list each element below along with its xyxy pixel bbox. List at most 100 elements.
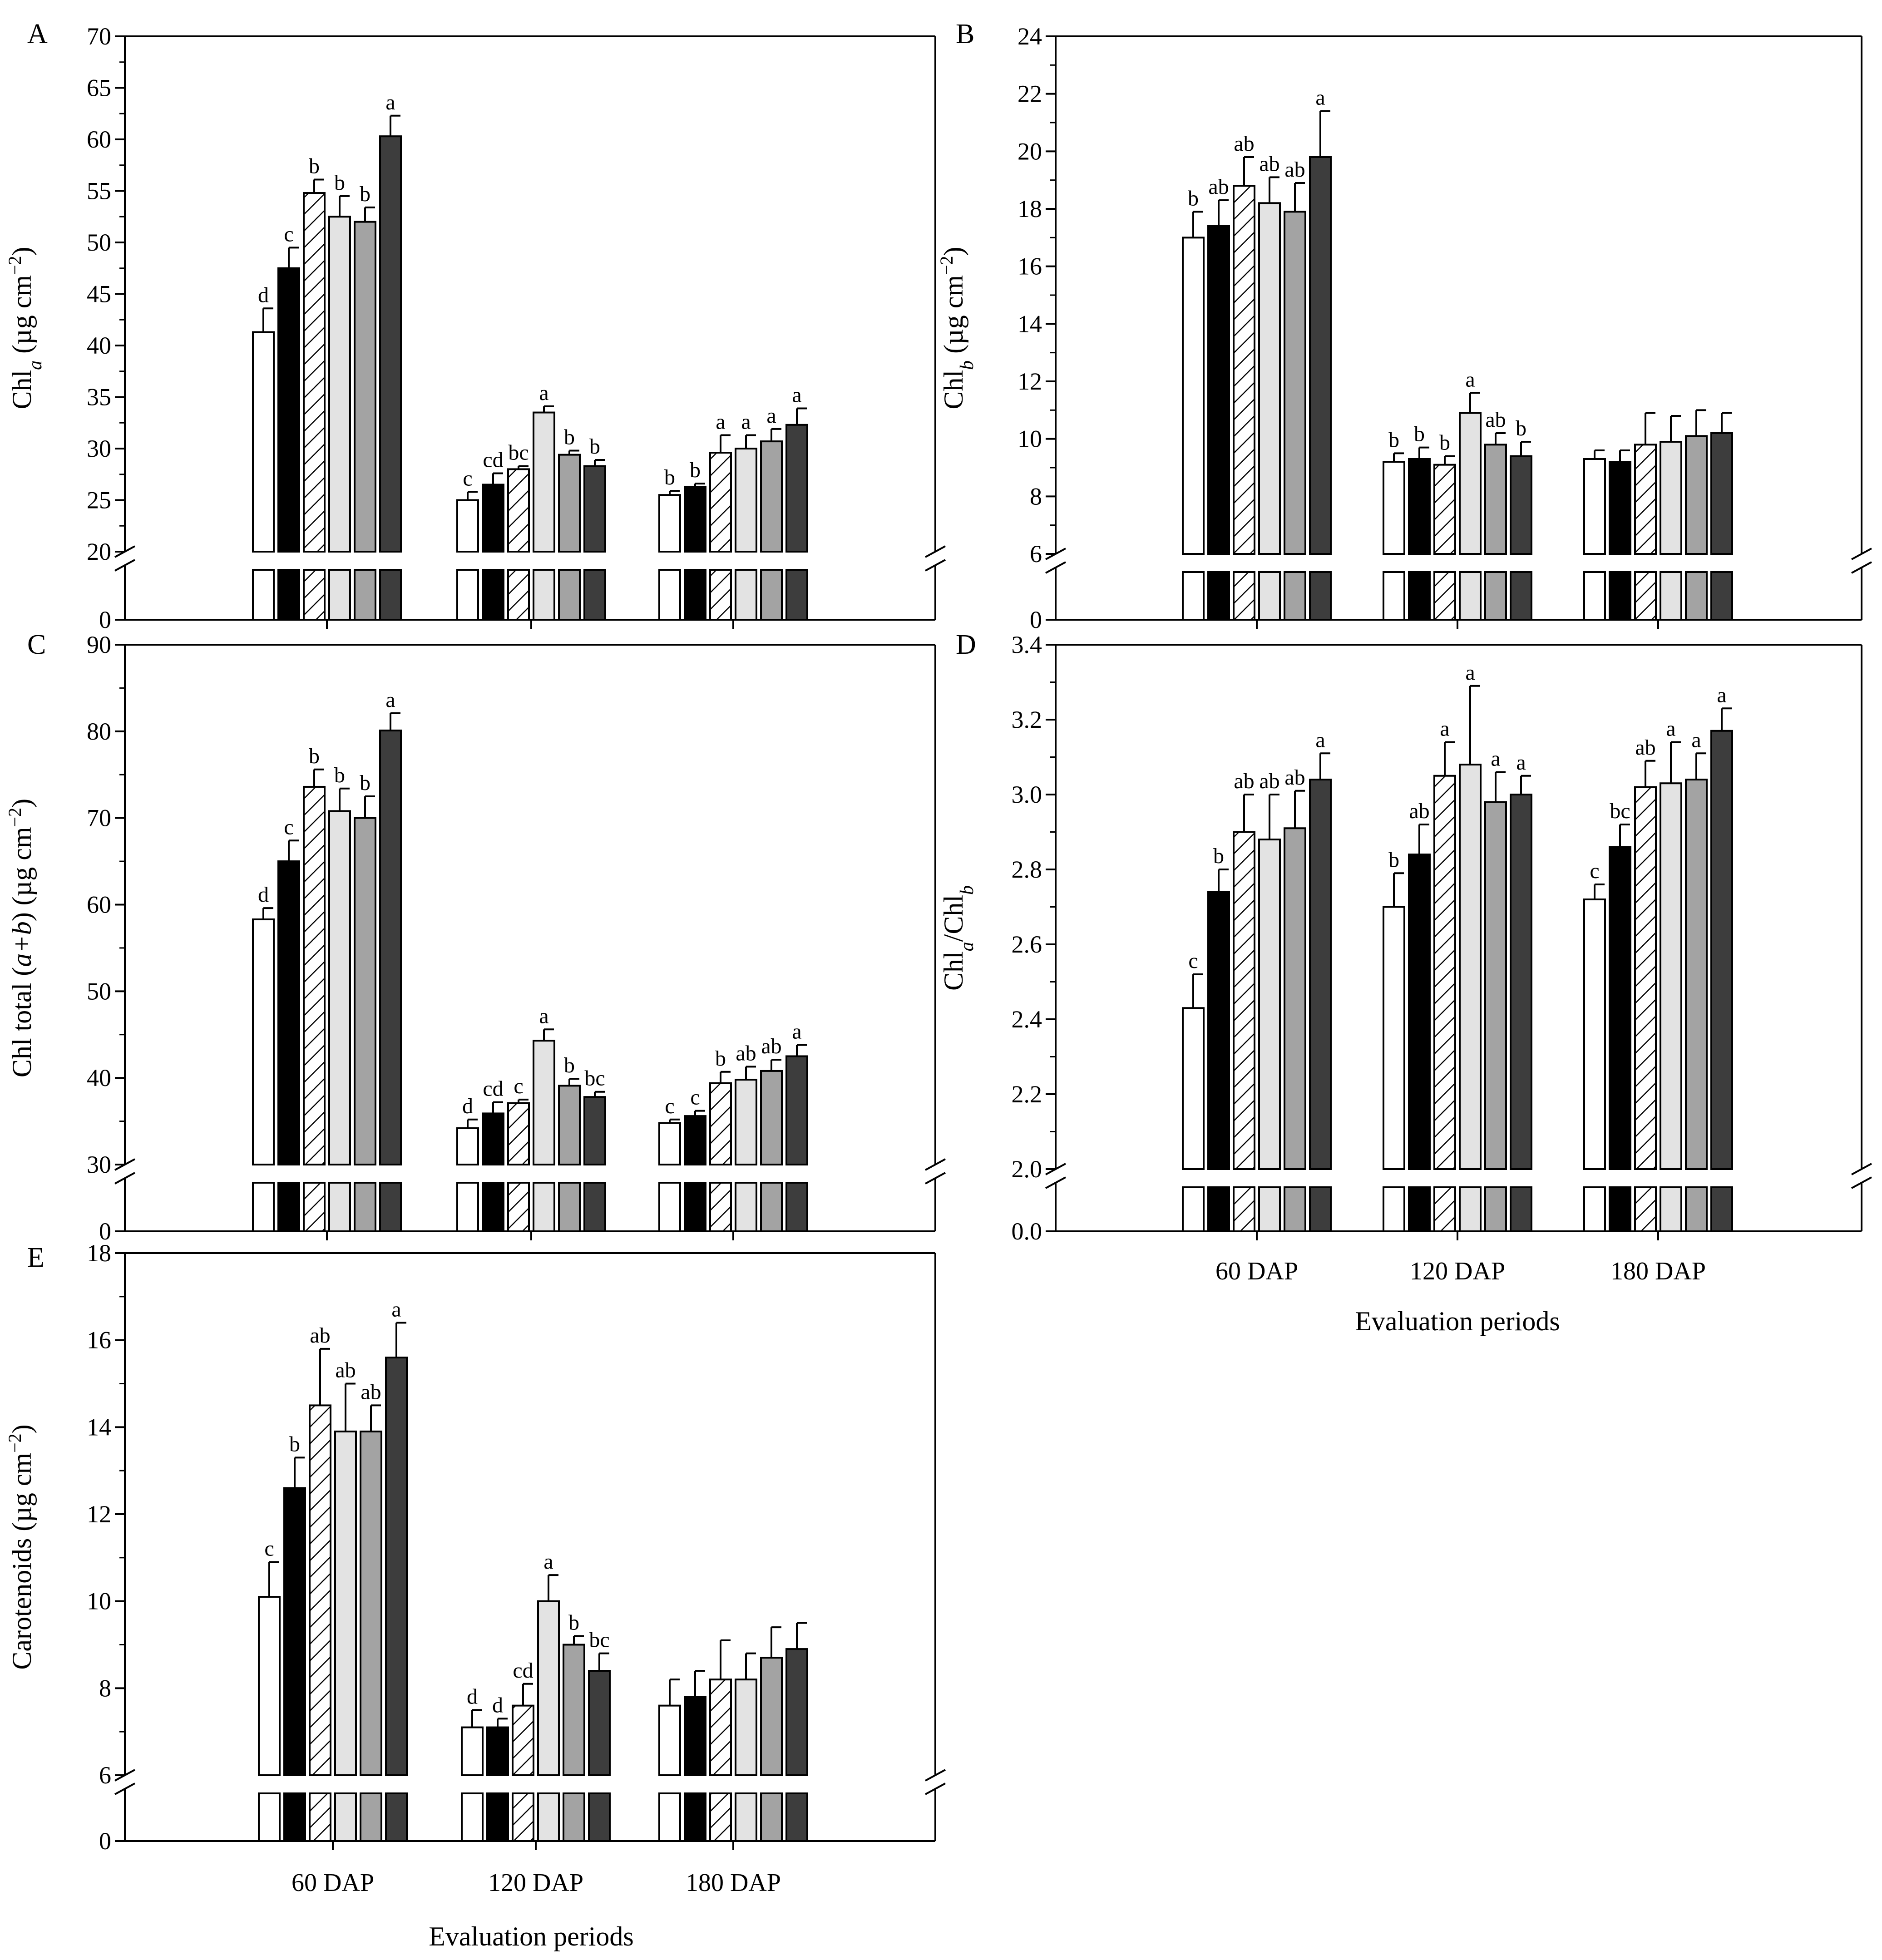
bar bbox=[558, 1085, 581, 1165]
bar bbox=[1484, 801, 1507, 1170]
bar-stub bbox=[461, 1792, 484, 1842]
y-axis-label-main: Chl bbox=[939, 951, 968, 991]
bar-stub bbox=[482, 1182, 504, 1232]
axis-break-mark bbox=[925, 1158, 946, 1171]
bar bbox=[1685, 435, 1708, 555]
significance-letter: c bbox=[284, 815, 293, 839]
y-tick-label: 2.4 bbox=[1012, 1006, 1042, 1033]
significance-letter: a bbox=[1465, 367, 1475, 391]
significance-letter: ab bbox=[736, 1041, 756, 1065]
bar-stub bbox=[1583, 571, 1606, 621]
bar-stub bbox=[512, 1792, 534, 1842]
bar-stub bbox=[760, 1792, 783, 1842]
significance-letter: b bbox=[309, 154, 320, 178]
bar-stub bbox=[760, 569, 783, 621]
bar-stub bbox=[684, 569, 706, 621]
bar bbox=[709, 1679, 732, 1777]
bar bbox=[533, 411, 555, 553]
bar bbox=[760, 1657, 783, 1776]
significance-letter: ab bbox=[1208, 175, 1229, 199]
y-tick-label: 16 bbox=[1018, 253, 1042, 280]
significance-letter: a bbox=[539, 1004, 548, 1028]
bar bbox=[583, 1096, 606, 1165]
bar-stub bbox=[1383, 571, 1405, 621]
significance-letter: b bbox=[568, 1610, 579, 1634]
bar-stub bbox=[583, 569, 606, 621]
bar bbox=[1484, 444, 1507, 555]
bar bbox=[1660, 441, 1682, 555]
y-tick-label: 20 bbox=[1018, 138, 1042, 165]
bar bbox=[684, 1115, 706, 1165]
x-category-label: 120 DAP bbox=[1410, 1257, 1505, 1285]
significance-letter: ab bbox=[1284, 158, 1305, 182]
axis-break-mark bbox=[1045, 1176, 1066, 1189]
significance-letter: a bbox=[391, 1297, 401, 1321]
bar bbox=[658, 1704, 681, 1777]
bar bbox=[1207, 891, 1230, 1170]
bar-stub bbox=[309, 1792, 331, 1842]
bar bbox=[277, 267, 300, 553]
y-axis-label-exponent: −2 bbox=[5, 808, 25, 827]
bar-stub bbox=[379, 1182, 402, 1232]
y-tick-label: 8 bbox=[99, 1674, 111, 1702]
bar-stub bbox=[1510, 571, 1532, 621]
bar-stub bbox=[283, 1792, 306, 1842]
bar bbox=[482, 484, 504, 553]
axis-break-mark bbox=[1851, 1163, 1872, 1175]
bar bbox=[563, 1644, 585, 1776]
x-category-label: 180 DAP bbox=[686, 1869, 781, 1897]
axis-break-mark bbox=[1851, 548, 1872, 560]
bar bbox=[1459, 764, 1482, 1170]
bar-stub bbox=[533, 569, 555, 621]
significance-letter: a bbox=[792, 1020, 801, 1044]
significance-letter: a bbox=[539, 381, 548, 405]
bar bbox=[303, 192, 326, 553]
y-tick-label: 30 bbox=[87, 1151, 111, 1178]
y-axis-label: Chla/Chlb bbox=[939, 885, 978, 991]
bar-stub bbox=[558, 569, 581, 621]
bar bbox=[328, 216, 351, 553]
bar-stub bbox=[354, 1182, 376, 1232]
significance-letter: ab bbox=[1635, 736, 1655, 760]
bar-stub bbox=[1408, 571, 1431, 621]
y-tick-label: 60 bbox=[87, 891, 111, 918]
axis-break-mark bbox=[925, 1769, 946, 1782]
y-tick-label: 2.8 bbox=[1012, 856, 1042, 883]
bar bbox=[785, 1648, 808, 1776]
bar bbox=[1284, 211, 1306, 555]
y-tick-label: 18 bbox=[87, 1239, 111, 1267]
bar-stub bbox=[735, 1182, 757, 1232]
significance-letter: b bbox=[1213, 844, 1224, 868]
bar bbox=[735, 1078, 757, 1166]
significance-letter: a bbox=[385, 688, 395, 712]
y-axis-label-unit: (µg cm bbox=[7, 275, 37, 360]
bar-stub bbox=[482, 569, 504, 621]
significance-letter: a bbox=[792, 383, 801, 407]
significance-letter: a bbox=[1491, 747, 1500, 771]
bar bbox=[658, 494, 681, 553]
y-axis-label-mid: /Chl bbox=[939, 895, 968, 942]
bar bbox=[1660, 782, 1682, 1170]
y-tick-label: 90 bbox=[87, 631, 111, 658]
bar bbox=[507, 1102, 530, 1165]
significance-letter: c bbox=[690, 1086, 700, 1110]
bar bbox=[1258, 839, 1281, 1170]
y-axis-label-exponent: −2 bbox=[5, 1433, 25, 1453]
y-tick-label: 25 bbox=[87, 487, 111, 514]
y-tick-label: 55 bbox=[87, 178, 111, 205]
panel-label: A bbox=[27, 19, 48, 49]
bar bbox=[354, 221, 376, 553]
bar bbox=[1710, 730, 1733, 1170]
bar-stub bbox=[1433, 571, 1456, 621]
bar-stub bbox=[1233, 571, 1255, 621]
y-tick-label: 8 bbox=[1030, 483, 1042, 510]
panel-label: D bbox=[956, 629, 976, 660]
bar-stub bbox=[379, 569, 402, 621]
bar-stub bbox=[1459, 1186, 1482, 1232]
bar-stub bbox=[456, 569, 479, 621]
significance-letter: b bbox=[664, 465, 675, 489]
bar bbox=[252, 331, 275, 553]
bar-stub bbox=[1284, 571, 1306, 621]
bar bbox=[760, 1070, 783, 1165]
bar bbox=[461, 1726, 484, 1776]
